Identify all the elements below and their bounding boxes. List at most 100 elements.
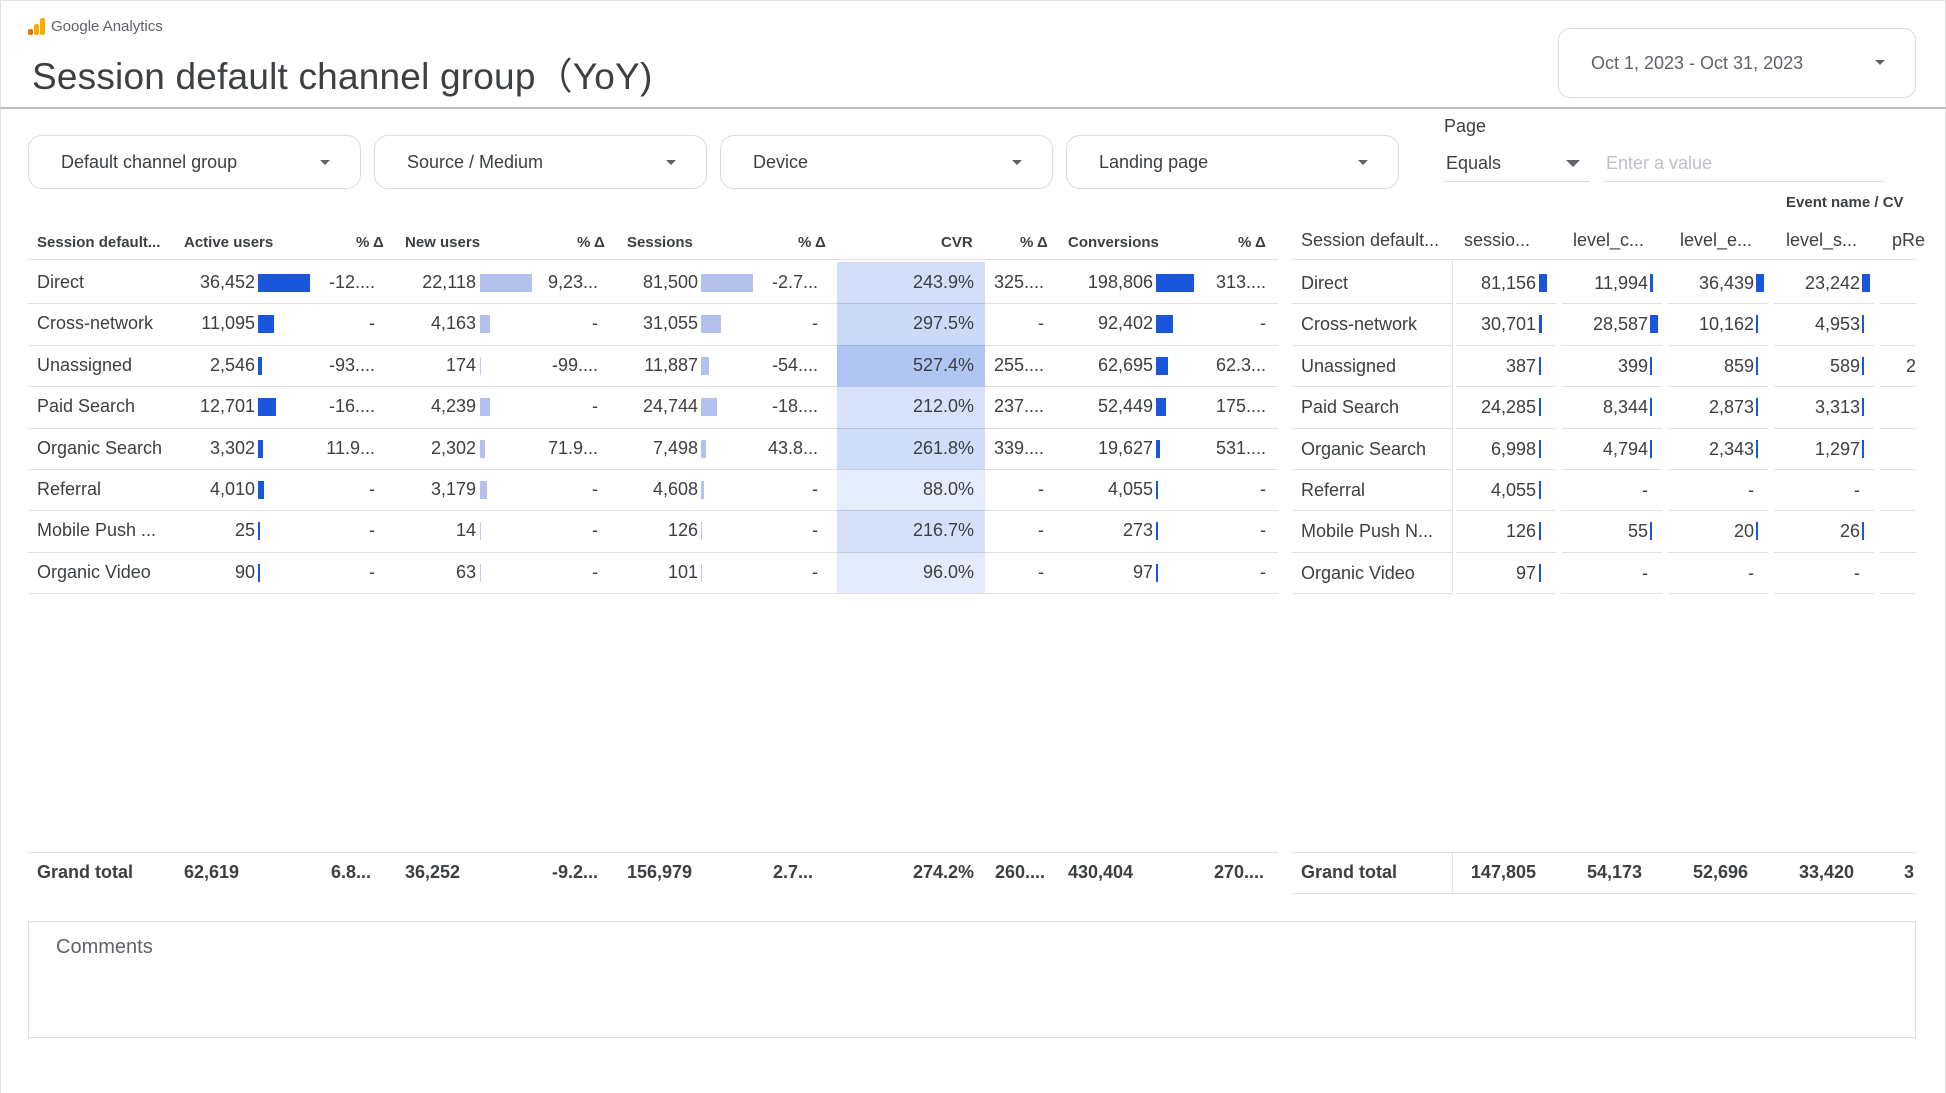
cvr-delta: 237.... — [993, 396, 1044, 417]
active-users-delta: - — [369, 561, 375, 582]
col-header-level-c[interactable]: level_c... — [1573, 230, 1645, 250]
device-filter[interactable]: Device — [720, 135, 1053, 189]
date-range-picker[interactable]: Oct 1, 2023 - Oct 31, 2023 — [1558, 28, 1916, 98]
conversions-delta: 175.... — [1215, 396, 1266, 417]
new-users-delta: 71.9... — [547, 437, 598, 458]
level-e-value: 2,343 — [1708, 438, 1754, 459]
table-row-channel[interactable]: Mobile Push ... — [37, 520, 157, 541]
table-row-channel[interactable]: Referral — [37, 479, 102, 499]
level-c-value: 55 — [1627, 521, 1648, 542]
table-row-channel[interactable]: Organic Search — [1301, 438, 1427, 459]
row-divider — [1456, 593, 1556, 595]
new-users-bar — [480, 439, 485, 458]
row-divider — [28, 303, 1278, 305]
table-row-channel[interactable]: Mobile Push N... — [1301, 521, 1434, 542]
sessions-value: 126 — [667, 520, 698, 541]
value-bar — [1862, 274, 1870, 292]
active-users-value: 2,546 — [209, 354, 255, 375]
channel-group-filter[interactable]: Default channel group — [28, 135, 361, 189]
col-header-channel[interactable]: Session default... — [37, 234, 161, 251]
value-bar — [1539, 563, 1541, 582]
value-bar — [1650, 398, 1652, 417]
cvr-heat-cell — [837, 344, 985, 387]
comments-box[interactable]: Comments — [28, 921, 1916, 1038]
row-divider — [1880, 386, 1916, 388]
chevron-down-icon — [320, 160, 330, 165]
table-row-channel[interactable]: Direct — [1301, 273, 1349, 293]
new-users-delta: -99.... — [551, 354, 598, 375]
grand-total-conversions: 430,404 — [1068, 862, 1134, 882]
col-header-new-users[interactable]: New users — [405, 234, 481, 251]
table-row-channel[interactable]: Organic Video — [37, 561, 151, 582]
table-row-channel[interactable]: Organic Video — [1301, 562, 1415, 583]
conversions-bar — [1156, 398, 1166, 417]
value-bar — [1756, 315, 1758, 334]
value-bar — [1539, 481, 1541, 499]
page-value-input[interactable] — [1604, 146, 1884, 182]
col-header-cvr-delta[interactable]: % Δ — [1020, 234, 1048, 251]
row-divider — [1880, 510, 1916, 512]
sessions-value: 24,285 — [1480, 397, 1536, 418]
value-bar — [1539, 315, 1542, 334]
col-header-cvr[interactable]: CVR — [941, 234, 973, 251]
table-row-channel[interactable]: Unassigned — [37, 354, 133, 375]
cvr-delta: - — [1038, 561, 1044, 582]
active-users-bar — [258, 398, 276, 417]
chevron-down-icon — [666, 160, 676, 165]
level-e-value: - — [1748, 480, 1754, 500]
sessions-bar — [701, 398, 717, 417]
active-users-value: 25 — [234, 520, 255, 541]
sessions-delta: - — [812, 313, 818, 334]
device-filter-label: Device — [753, 151, 809, 172]
table-row-channel[interactable]: Cross-network — [1301, 314, 1418, 335]
row-divider — [28, 551, 1278, 553]
sessions-bar — [701, 522, 702, 541]
page-title: Session default channel group（YoY) — [32, 56, 653, 97]
table-row-channel[interactable]: Referral — [1301, 480, 1366, 500]
source-medium-filter[interactable]: Source / Medium — [374, 135, 707, 189]
active-users-value: 3,302 — [209, 437, 255, 458]
value-bar — [1756, 439, 1758, 458]
col-header-active-users-delta[interactable]: % Δ — [356, 234, 384, 251]
table-row-channel[interactable]: Unassigned — [1301, 355, 1397, 376]
cvr-value: 96.0% — [922, 561, 974, 582]
value-bar — [1756, 274, 1764, 292]
table-row-channel[interactable]: Direct — [37, 272, 85, 292]
sessions-value: 81,500 — [642, 272, 698, 292]
value-bar — [1539, 356, 1541, 375]
cvr-value: 527.4% — [912, 354, 974, 375]
active-users-value: 90 — [234, 561, 255, 582]
col-header-sessions[interactable]: sessio... — [1464, 230, 1531, 250]
sessions-value: 97 — [1515, 562, 1536, 583]
table-row-channel[interactable]: Cross-network — [37, 313, 154, 334]
col-header-conversions-delta[interactable]: % Δ — [1238, 234, 1266, 251]
col-header-sessions[interactable]: Sessions — [627, 234, 693, 251]
col-header-conversions[interactable]: Conversions — [1068, 234, 1159, 251]
active-users-bar — [258, 315, 274, 334]
table-row-channel[interactable]: Paid Search — [37, 396, 136, 417]
new-users-value: 22,118 — [422, 272, 476, 292]
new-users-bar — [480, 356, 481, 375]
col-header-new-users-delta[interactable]: % Δ — [577, 234, 605, 251]
event-name-cv-group-header: Event name / CV — [1786, 194, 1904, 211]
col-header-level-s[interactable]: level_s... — [1786, 230, 1858, 250]
cvr-delta: - — [1038, 479, 1044, 499]
landing-page-filter[interactable]: Landing page — [1066, 135, 1399, 189]
row-divider — [1668, 593, 1768, 595]
col-header-level-e[interactable]: level_e... — [1680, 230, 1753, 250]
conversions-bar — [1156, 315, 1173, 334]
table-row-channel[interactable]: Organic Search — [37, 437, 163, 458]
col-header-active-users[interactable]: Active users — [184, 234, 274, 251]
col-header-channel[interactable]: Session default... — [1301, 230, 1440, 250]
row-divider — [1292, 427, 1452, 429]
brand-name: Google Analytics — [51, 18, 163, 35]
col-header-pre[interactable]: pRe — [1892, 230, 1926, 250]
grand-total-new-users: 36,252 — [405, 862, 461, 882]
grand-total-active-users-delta: 6.8... — [331, 862, 372, 882]
col-header-sessions-delta[interactable]: % Δ — [798, 234, 826, 251]
sessions-bar — [701, 315, 721, 334]
active-users-bar — [258, 522, 260, 541]
table-row-channel[interactable]: Paid Search — [1301, 397, 1400, 418]
page-operator-select[interactable]: Equals — [1444, 146, 1590, 182]
conversions-value: 19,627 — [1097, 437, 1153, 458]
